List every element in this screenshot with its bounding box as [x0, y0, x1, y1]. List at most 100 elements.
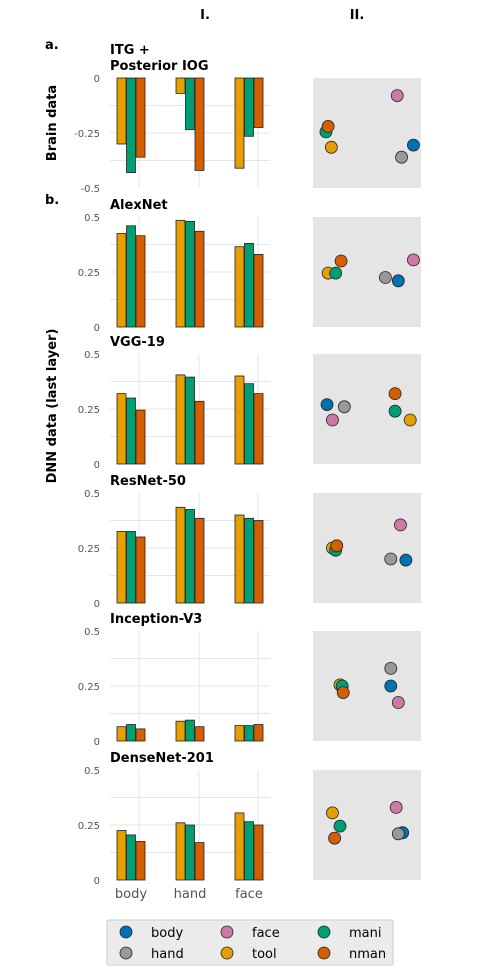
bar-nman-body [136, 236, 145, 327]
bar-nman-face [254, 521, 263, 604]
y-tick-label: 0.5 [84, 213, 100, 224]
scatter-point-tool [326, 807, 338, 819]
scatter-panel-bg [313, 631, 421, 741]
bar-mani-hand [186, 221, 195, 327]
bar-tool-hand [176, 78, 185, 93]
scatter-point-hand [385, 662, 397, 674]
bar-tool-face [235, 247, 244, 327]
panel-title: ResNet-50 [110, 474, 186, 489]
column-label-ii: II. [350, 8, 365, 23]
legend-marker-face [221, 926, 233, 938]
scatter-point-nman [331, 540, 343, 552]
bar-tool-body [117, 394, 126, 464]
y-tick-label: 0.5 [84, 350, 100, 361]
y-tick-label: 0.5 [84, 489, 100, 500]
legend-label-mani: mani [349, 926, 381, 941]
bar-mani-body [127, 532, 136, 604]
legend-marker-hand [120, 947, 132, 959]
bar-mani-body [127, 725, 136, 742]
scatter-point-nman [322, 120, 334, 132]
bar-nman-hand [195, 518, 204, 603]
bar-tool-body [117, 727, 126, 741]
scatter-point-body [321, 399, 333, 411]
scatter-point-hand [392, 828, 404, 840]
bar-mani-face [245, 518, 254, 603]
panel-title: AlexNet [110, 198, 168, 213]
scatter-point-mani [330, 267, 342, 279]
bar-tool-body [117, 78, 126, 144]
bar-tool-face [235, 813, 244, 880]
panel-title: Posterior IOG [110, 59, 209, 74]
y-tick-label: 0 [94, 74, 100, 85]
bar-nman-face [254, 78, 263, 128]
y-tick-label: 0 [94, 737, 100, 748]
bar-nman-face [254, 394, 263, 464]
scatter-point-face [394, 519, 406, 531]
scatter-point-tool [325, 141, 337, 153]
scatter-point-face [390, 801, 402, 813]
section-label-a: a. [45, 38, 59, 53]
bar-tool-face [235, 726, 244, 741]
legend-marker-tool [221, 947, 233, 959]
legend-label-nman: nman [349, 947, 386, 962]
bar-tool-hand [176, 823, 185, 880]
y-tick-label: -0.5 [80, 184, 100, 195]
bar-nman-body [136, 842, 145, 881]
x-tick-label-body: body [115, 887, 147, 902]
scatter-point-face [407, 254, 419, 266]
bar-mani-hand [186, 78, 195, 130]
bar-nman-hand [195, 727, 204, 741]
scatter-point-tool [404, 414, 416, 426]
scatter-point-face [392, 697, 404, 709]
y-tick-label: 0.5 [84, 627, 100, 638]
scatter-point-nman [389, 388, 401, 400]
legend-marker-mani [318, 926, 330, 938]
bar-nman-hand [195, 843, 204, 880]
y-tick-label: 0.25 [78, 268, 100, 279]
y-tick-label: -0.25 [74, 129, 100, 140]
panel-4: Inception-V3 0.5 0.25 0 [78, 612, 421, 748]
bar-mani-face [245, 78, 254, 136]
scatter-point-hand [385, 553, 397, 565]
bar-mani-hand [186, 720, 195, 741]
legend-label-tool: tool [252, 947, 277, 962]
scatter-point-body [385, 680, 397, 692]
panel-title: Inception-V3 [110, 612, 202, 627]
bar-mani-body [127, 226, 136, 327]
scatter-point-nman [337, 687, 349, 699]
legend: body hand face tool mani nman [107, 920, 393, 965]
bar-mani-hand [186, 377, 195, 464]
scatter-point-body [407, 139, 419, 151]
bar-mani-body [127, 78, 136, 173]
bar-nman-hand [195, 401, 204, 464]
bar-nman-hand [195, 78, 204, 170]
y-tick-label: 0 [94, 599, 100, 610]
bar-tool-body [117, 831, 126, 881]
scatter-point-mani [389, 405, 401, 417]
y-tick-label: 0.25 [78, 682, 100, 693]
scatter-point-face [391, 90, 403, 102]
bar-mani-face [245, 822, 254, 880]
bar-nman-face [254, 725, 263, 742]
scatter-point-hand [338, 401, 350, 413]
y-tick-label: 0 [94, 460, 100, 471]
legend-marker-nman [318, 947, 330, 959]
scatter-point-mani [334, 820, 346, 832]
bar-nman-face [254, 825, 263, 880]
bar-tool-face [235, 78, 244, 168]
scatter-point-body [400, 554, 412, 566]
bar-tool-hand [176, 507, 185, 603]
bar-mani-face [245, 726, 254, 741]
y-tick-label: 0 [94, 323, 100, 334]
panel-1: AlexNet 0.5 0.25 0 [78, 198, 421, 334]
y-tick-label: 0.25 [78, 405, 100, 416]
scatter-point-nman [335, 255, 347, 267]
bar-tool-hand [176, 721, 185, 741]
row-label-brain: Brain data [45, 85, 60, 161]
scatter-point-hand [379, 272, 391, 284]
section-label-b: b. [45, 193, 59, 208]
bar-tool-body [117, 532, 126, 604]
scatter-point-body [392, 275, 404, 287]
legend-label-hand: hand [151, 947, 184, 962]
